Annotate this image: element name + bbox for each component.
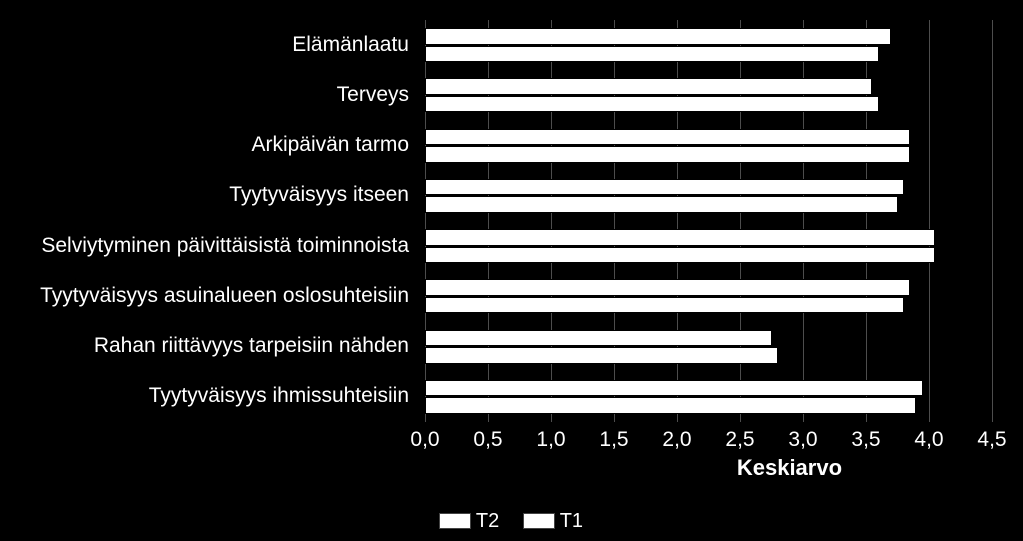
bar-T2	[425, 380, 923, 397]
legend-swatch-icon	[524, 514, 554, 528]
bar-T1	[425, 96, 879, 113]
x-tick-label: 2,5	[725, 428, 754, 452]
category-label: Tyytyväisyys ihmissuhteisiin	[0, 384, 417, 408]
gridline	[929, 20, 930, 422]
chart-container: Elämänlaatu Terveys Arkipäivän tarmo Tyytyv…	[0, 0, 1023, 541]
x-tick-label: 1,0	[536, 428, 565, 452]
x-tick-label: 2,0	[662, 428, 691, 452]
bar-T1	[425, 196, 898, 213]
bar-T2	[425, 28, 891, 45]
x-tick-label: 3,0	[788, 428, 817, 452]
legend-item-t1: T1	[524, 510, 583, 533]
bar-T1	[425, 397, 916, 414]
bar-T1	[425, 146, 910, 163]
x-tick-label: 0,5	[473, 428, 502, 452]
legend-label: T2	[476, 510, 499, 533]
category-label: Rahan riittävyys tarpeisiin nähden	[0, 334, 417, 358]
bar-T2	[425, 279, 910, 296]
gridline	[992, 20, 993, 422]
x-tick-label: 4,5	[977, 428, 1006, 452]
bar-T1	[425, 247, 935, 264]
category-label: Terveys	[0, 83, 417, 107]
legend-swatch-icon	[440, 514, 470, 528]
plot-area	[425, 20, 992, 422]
category-label: Selviytyminen päivittäisistä toiminnoist…	[0, 234, 417, 258]
legend: T2 T1	[0, 510, 1023, 534]
category-label: Arkipäivän tarmo	[0, 133, 417, 157]
bar-T1	[425, 46, 879, 63]
category-axis-labels: Elämänlaatu Terveys Arkipäivän tarmo Tyytyv…	[0, 20, 417, 422]
bar-T1	[425, 297, 904, 314]
bar-T2	[425, 229, 935, 246]
category-label: Tyytyväisyys asuinalueen oslosuhteisiin	[0, 284, 417, 308]
bar-T1	[425, 347, 778, 364]
x-tick-label: 4,0	[914, 428, 943, 452]
category-label: Elämänlaatu	[0, 33, 417, 57]
x-axis-title: Keskiarvo	[737, 455, 842, 481]
bar-T2	[425, 330, 772, 347]
bar-T2	[425, 78, 872, 95]
x-tick-label: 3,5	[851, 428, 880, 452]
bar-T2	[425, 179, 904, 196]
legend-item-t2: T2	[440, 510, 499, 533]
x-tick-label: 1,5	[599, 428, 628, 452]
bar-T2	[425, 129, 910, 146]
legend-label: T1	[560, 510, 583, 533]
category-label: Tyytyväisyys itseen	[0, 183, 417, 207]
x-tick-label: 0,0	[410, 428, 439, 452]
